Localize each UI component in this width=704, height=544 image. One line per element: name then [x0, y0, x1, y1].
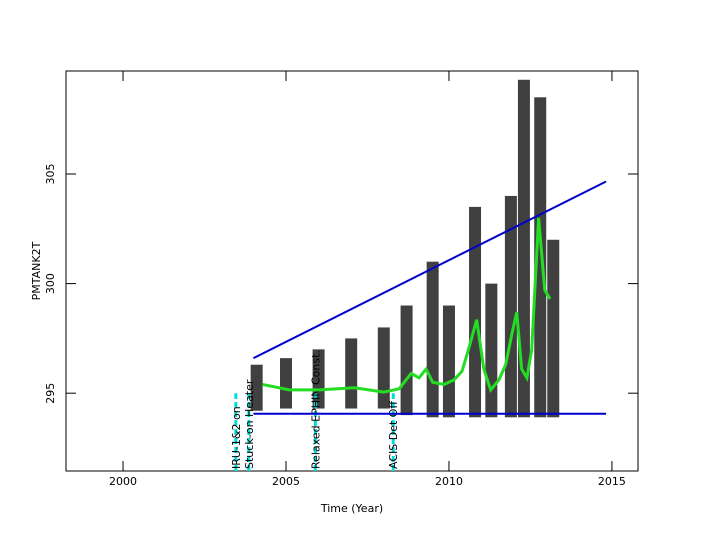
plot-frame — [65, 70, 639, 472]
data-range — [280, 358, 292, 409]
data-range — [345, 338, 358, 409]
x-tick-label: 2010 — [435, 475, 463, 488]
y-axis-label: PMTANK2T — [30, 241, 43, 300]
data-range — [400, 305, 413, 416]
data-range — [547, 239, 560, 418]
data-range — [504, 195, 517, 418]
limit-line — [252, 180, 607, 360]
data-range — [442, 305, 455, 418]
data-range — [469, 206, 482, 418]
event-label: Relaxed EPHIN Const. — [309, 350, 322, 469]
data-range — [250, 364, 263, 411]
y-tick-label: 295 — [44, 383, 57, 404]
data-range — [377, 327, 390, 409]
x-axis-label: Time (Year) — [320, 502, 383, 515]
x-tick-label: 2000 — [109, 475, 137, 488]
event-label: ACIS Det Off — [387, 401, 400, 469]
trend-line — [262, 217, 552, 394]
y-tick-label: 305 — [44, 164, 57, 185]
x-tick-label: 2015 — [598, 475, 626, 488]
data-range — [517, 79, 530, 418]
y-tick-label: 300 — [44, 273, 57, 294]
data-range — [426, 261, 439, 418]
event-label: IRU-1&2 on — [230, 406, 243, 469]
event-label: Stuck-on Heater — [243, 379, 256, 469]
x-tick-label: 2005 — [272, 475, 300, 488]
data-range — [485, 283, 498, 418]
data-range — [534, 97, 547, 418]
